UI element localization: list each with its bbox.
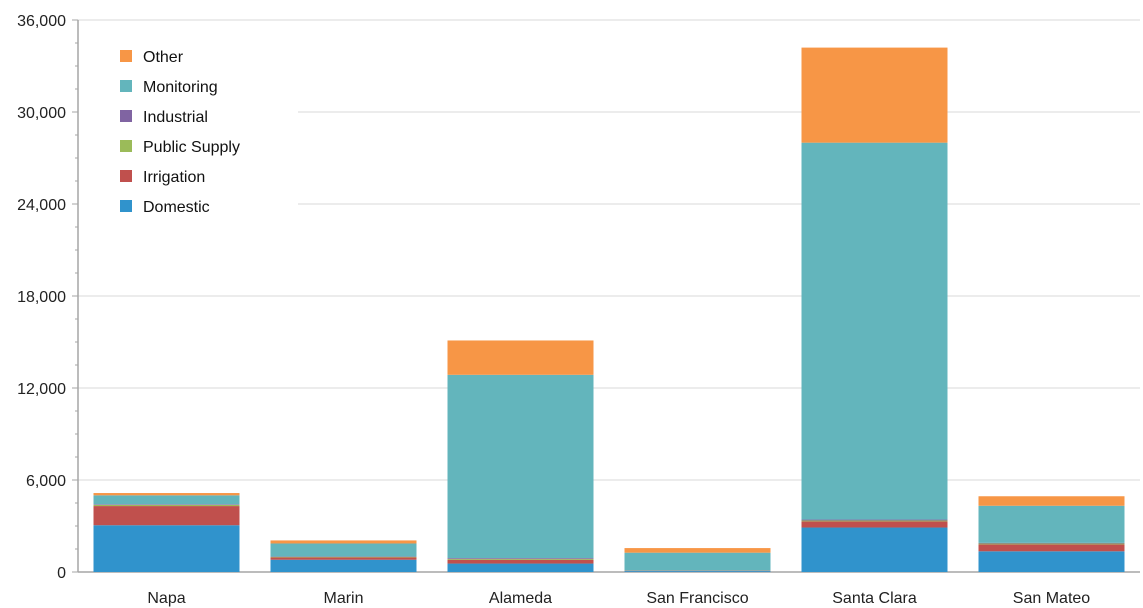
bar-santa-clara-domestic bbox=[801, 527, 948, 572]
bar-napa-industrial bbox=[93, 504, 240, 505]
bar-santa-clara-other bbox=[801, 47, 948, 143]
bar-marin-monitoring bbox=[270, 543, 417, 557]
bar-santa-clara-public-supply bbox=[801, 520, 948, 522]
bar-marin-domestic bbox=[270, 559, 417, 572]
x-tick-labels: Napa Marin Alameda San Francisco Santa Clara… bbox=[147, 590, 1090, 607]
legend-swatch-irrigation bbox=[120, 170, 132, 182]
x-tick-label-2: Alameda bbox=[489, 590, 552, 607]
y-tick-label-3: 18,000 bbox=[17, 289, 66, 306]
bar-napa-other bbox=[93, 493, 240, 496]
x-tick-label-4: Santa Clara bbox=[832, 590, 917, 607]
bar-napa-monitoring bbox=[93, 495, 240, 505]
bar-marin-public-supply bbox=[270, 556, 417, 558]
y-tick-label-6: 36,000 bbox=[17, 13, 66, 30]
bar-san-francisco-domestic bbox=[624, 571, 771, 572]
x-tick-label-5: San Mateo bbox=[1013, 590, 1090, 607]
legend-label-other: Other bbox=[143, 49, 184, 66]
bars-layer bbox=[93, 47, 1125, 572]
y-tick-label-1: 6,000 bbox=[26, 473, 66, 490]
bar-alameda-irrigation bbox=[447, 559, 594, 564]
legend-label-public-supply: Public Supply bbox=[143, 139, 240, 156]
bar-napa-domestic bbox=[93, 525, 240, 572]
y-tick-labels: 0 6,000 12,000 18,000 24,000 30,000 36,000 bbox=[17, 13, 66, 582]
bar-san-francisco-other bbox=[624, 548, 771, 553]
legend-label-industrial: Industrial bbox=[143, 109, 208, 126]
x-tick-label-3: San Francisco bbox=[646, 590, 748, 607]
bar-alameda-other bbox=[447, 340, 594, 375]
bar-alameda-public-supply bbox=[447, 558, 594, 560]
bar-alameda-industrial bbox=[447, 558, 594, 559]
bar-san-mateo-other bbox=[978, 496, 1125, 506]
bar-alameda-monitoring bbox=[447, 374, 594, 559]
legend-swatch-monitoring bbox=[120, 80, 132, 92]
y-tick-label-5: 30,000 bbox=[17, 105, 66, 122]
legend-label-irrigation: Irrigation bbox=[143, 169, 205, 186]
grid-layer bbox=[78, 19, 1140, 481]
bar-napa-irrigation bbox=[93, 506, 240, 526]
y-tick-label-2: 12,000 bbox=[17, 381, 66, 398]
bar-marin-irrigation bbox=[270, 557, 417, 560]
bar-san-francisco-monitoring bbox=[624, 552, 771, 571]
legend: Other Monitoring Industrial Public Supply Ir… bbox=[120, 49, 240, 216]
x-tick-label-1: Marin bbox=[323, 590, 363, 607]
legend-swatch-industrial bbox=[120, 110, 132, 122]
bar-santa-clara-monitoring bbox=[801, 142, 948, 520]
bar-napa-public-supply bbox=[93, 504, 240, 507]
bar-santa-clara-industrial bbox=[801, 519, 948, 521]
legend-swatch-domestic bbox=[120, 200, 132, 212]
bar-san-mateo-public-supply bbox=[978, 543, 1125, 545]
x-tick-label-0: Napa bbox=[147, 590, 185, 607]
legend-swatch-other bbox=[120, 50, 132, 62]
bar-san-mateo-industrial bbox=[978, 542, 1125, 544]
bar-alameda-domestic bbox=[447, 563, 594, 572]
legend-label-domestic: Domestic bbox=[143, 199, 210, 216]
y-tick-label-0: 0 bbox=[57, 565, 66, 582]
legend-swatch-public-supply bbox=[120, 140, 132, 152]
y-tick-label-4: 24,000 bbox=[17, 197, 66, 214]
legend-label-monitoring: Monitoring bbox=[143, 79, 218, 96]
bar-san-mateo-monitoring bbox=[978, 505, 1125, 543]
bar-san-mateo-domestic bbox=[978, 551, 1125, 572]
bar-san-mateo-irrigation bbox=[978, 544, 1125, 552]
bar-marin-other bbox=[270, 540, 417, 544]
bar-santa-clara-irrigation bbox=[801, 521, 948, 528]
axis-layer bbox=[72, 19, 1140, 573]
